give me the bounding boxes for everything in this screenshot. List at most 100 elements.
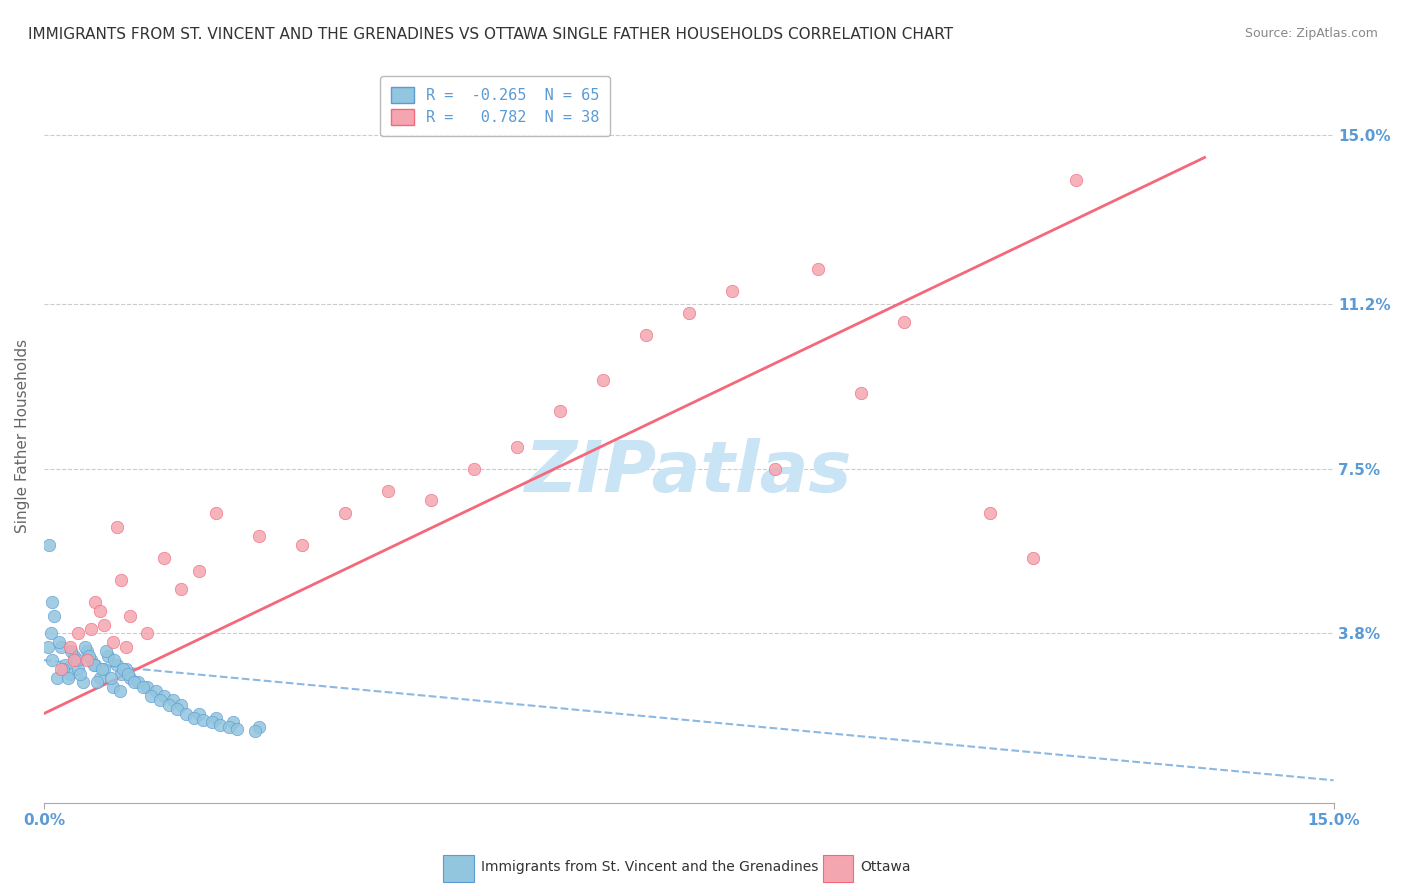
Point <box>101 680 124 694</box>
Point <box>111 662 134 676</box>
Point <box>48 635 70 649</box>
Point <box>84 657 107 672</box>
Point <box>377 484 399 499</box>
Point <box>103 653 125 667</box>
Point <box>63 653 86 667</box>
Point <box>1064 172 1087 186</box>
Point <box>59 640 82 654</box>
Point <box>291 537 314 551</box>
Point <box>59 666 82 681</box>
Point <box>105 519 128 533</box>
Point <box>91 662 114 676</box>
Point <box>592 373 614 387</box>
Point <box>89 604 111 618</box>
Text: Ottawa: Ottawa <box>860 861 911 874</box>
Text: ZIPatlas: ZIPatlas <box>524 438 852 507</box>
Point <box>183 711 205 725</box>
Point <box>153 689 176 703</box>
Point <box>200 715 222 730</box>
Point <box>117 666 139 681</box>
Point <box>191 713 214 727</box>
Point <box>55 657 77 672</box>
Point <box>141 689 163 703</box>
Point <box>93 617 115 632</box>
Point <box>80 622 103 636</box>
Point <box>205 507 228 521</box>
Point <box>979 507 1001 521</box>
Point <box>41 595 63 609</box>
Point <box>463 462 485 476</box>
Point <box>209 717 232 731</box>
Point <box>97 648 120 663</box>
Bar <box>443 855 474 882</box>
Point <box>44 608 66 623</box>
Y-axis label: Single Father Households: Single Father Households <box>15 338 30 533</box>
Point <box>218 720 240 734</box>
Point <box>187 564 209 578</box>
Point <box>63 648 86 663</box>
Point <box>38 537 60 551</box>
Point <box>174 706 197 721</box>
Point <box>84 595 107 609</box>
Bar <box>823 855 853 882</box>
Point <box>49 662 72 676</box>
Point <box>37 640 59 654</box>
Point <box>49 640 72 654</box>
Point <box>1021 550 1043 565</box>
Point <box>162 693 184 707</box>
Point <box>60 644 83 658</box>
Point <box>108 684 131 698</box>
Point <box>76 653 98 667</box>
Point <box>763 462 786 476</box>
Point <box>39 626 62 640</box>
Point <box>127 675 149 690</box>
Point <box>720 284 742 298</box>
Point <box>153 550 176 565</box>
Point <box>77 648 100 663</box>
Point <box>41 653 63 667</box>
Text: IMMIGRANTS FROM ST. VINCENT AND THE GRENADINES VS OTTAWA SINGLE FATHER HOUSEHOLD: IMMIGRANTS FROM ST. VINCENT AND THE GREN… <box>28 27 953 42</box>
Point <box>65 653 87 667</box>
Point <box>247 720 270 734</box>
Point <box>247 528 270 542</box>
Point <box>170 582 193 596</box>
Point <box>69 666 91 681</box>
Point <box>205 711 228 725</box>
Legend: R =  -0.265  N = 65, R =   0.782  N = 38: R = -0.265 N = 65, R = 0.782 N = 38 <box>380 76 610 136</box>
Point <box>118 671 141 685</box>
Point <box>136 680 159 694</box>
Point <box>118 608 141 623</box>
Text: Immigrants from St. Vincent and the Grenadines: Immigrants from St. Vincent and the Gren… <box>481 861 818 874</box>
Point <box>849 386 872 401</box>
Point <box>333 507 356 521</box>
Point <box>45 671 67 685</box>
Point <box>187 706 209 721</box>
Point <box>105 657 128 672</box>
Point <box>67 626 90 640</box>
Point <box>72 675 94 690</box>
Point <box>149 693 172 707</box>
Point <box>114 662 136 676</box>
Point <box>89 671 111 685</box>
Point <box>52 662 75 676</box>
Point <box>166 702 188 716</box>
Point <box>75 640 97 654</box>
Point <box>83 657 105 672</box>
Point <box>76 644 98 658</box>
Point <box>86 675 108 690</box>
Point <box>807 261 830 276</box>
Point <box>101 635 124 649</box>
Point <box>56 671 79 685</box>
Point <box>243 724 266 739</box>
Point <box>132 680 155 694</box>
Point <box>110 573 132 587</box>
Point <box>145 684 167 698</box>
Point <box>110 666 132 681</box>
Point <box>678 306 700 320</box>
Point <box>170 698 193 712</box>
Point <box>222 715 245 730</box>
Point <box>226 722 249 736</box>
Point <box>634 328 657 343</box>
Point <box>114 640 136 654</box>
Point <box>419 493 441 508</box>
